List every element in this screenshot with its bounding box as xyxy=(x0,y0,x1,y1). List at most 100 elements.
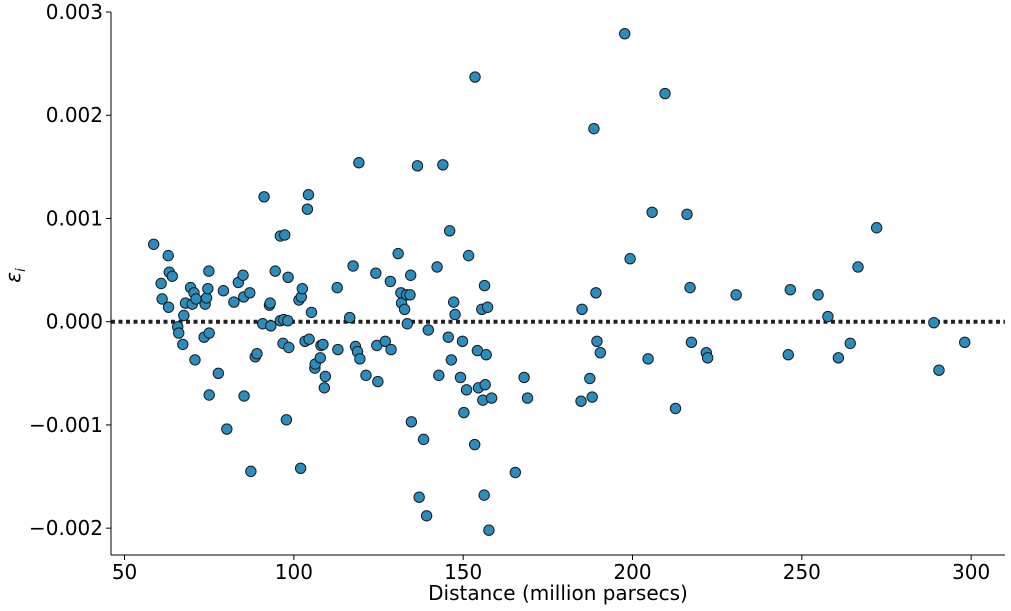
x-axis-ticks: 50 100 150 200 250 300 xyxy=(112,555,990,584)
data-point xyxy=(509,466,522,479)
data-point xyxy=(449,308,461,321)
data-point xyxy=(730,289,742,301)
data-point xyxy=(294,462,307,474)
data-point xyxy=(659,87,671,100)
data-point xyxy=(433,369,445,382)
data-point xyxy=(479,378,491,391)
data-point xyxy=(331,281,343,294)
data-point xyxy=(619,27,631,40)
data-point xyxy=(784,283,797,296)
x-tick-label: 100 xyxy=(275,560,313,584)
data-point xyxy=(162,249,174,262)
data-point xyxy=(203,265,215,277)
data-point xyxy=(481,301,494,313)
data-point xyxy=(203,327,215,339)
data-point xyxy=(305,306,318,319)
data-point xyxy=(156,293,168,305)
data-point xyxy=(238,390,250,402)
data-point xyxy=(684,281,696,294)
data-point xyxy=(265,320,277,332)
data-points xyxy=(147,27,971,536)
y-axis-title-base: ε xyxy=(1,272,25,283)
data-point xyxy=(166,270,178,282)
data-point xyxy=(245,465,257,478)
y-axis-ticks: −0.002 −0.001 0.000 0.001 0.002 0.003 xyxy=(29,0,111,540)
data-point xyxy=(228,296,240,308)
data-point xyxy=(422,324,435,336)
data-point xyxy=(575,395,587,407)
data-point xyxy=(405,416,418,428)
data-point xyxy=(385,343,397,356)
data-point xyxy=(478,279,491,292)
data-point xyxy=(852,261,864,273)
data-point xyxy=(584,372,596,385)
data-point xyxy=(392,247,404,260)
data-point xyxy=(237,269,249,281)
data-point xyxy=(269,265,281,277)
x-tick-label: 50 xyxy=(112,560,137,584)
data-point xyxy=(162,301,175,313)
data-point xyxy=(411,160,424,172)
data-point xyxy=(480,349,492,361)
data-point xyxy=(370,267,382,279)
data-point xyxy=(372,375,384,388)
data-point xyxy=(353,157,365,169)
data-point xyxy=(483,524,495,536)
data-point xyxy=(302,189,315,201)
data-point xyxy=(928,317,940,329)
data-point xyxy=(590,287,602,299)
data-point xyxy=(200,292,213,304)
y-tick-label: −0.002 xyxy=(29,516,103,540)
data-point xyxy=(282,271,294,284)
data-point xyxy=(458,406,470,419)
data-point xyxy=(445,354,458,366)
data-point xyxy=(669,402,682,415)
data-point xyxy=(217,285,230,297)
data-point xyxy=(591,335,603,348)
data-point xyxy=(155,277,167,290)
data-point xyxy=(812,289,824,301)
data-point xyxy=(442,331,454,343)
data-point xyxy=(301,203,314,215)
data-point xyxy=(681,208,693,221)
data-point xyxy=(624,253,636,265)
data-point xyxy=(398,303,411,316)
data-point xyxy=(685,336,698,349)
data-point xyxy=(264,297,276,309)
data-point xyxy=(959,336,971,349)
y-tick-label: 0.000 xyxy=(46,310,103,334)
data-point xyxy=(178,309,190,322)
data-point xyxy=(317,338,329,351)
data-point xyxy=(404,269,417,281)
data-point xyxy=(822,310,834,323)
data-point xyxy=(443,225,456,237)
data-point xyxy=(347,260,359,272)
data-point xyxy=(469,71,481,83)
data-point xyxy=(646,206,658,218)
data-point xyxy=(244,287,256,299)
data-point xyxy=(437,159,449,171)
data-point xyxy=(518,371,530,384)
data-point xyxy=(478,489,490,501)
data-point xyxy=(258,191,270,203)
data-point xyxy=(456,335,469,348)
data-point xyxy=(701,352,714,364)
data-point xyxy=(251,347,263,360)
y-tick-label: 0.001 xyxy=(46,206,103,230)
data-point xyxy=(173,327,185,339)
data-point xyxy=(417,433,430,446)
x-tick-label: 150 xyxy=(444,560,482,584)
data-point xyxy=(454,371,467,384)
data-point xyxy=(203,389,215,401)
data-point xyxy=(283,341,295,354)
data-point xyxy=(844,337,856,350)
data-point xyxy=(296,282,309,295)
x-axis-title: Distance (million parsecs) xyxy=(428,581,688,605)
y-tick-label: 0.002 xyxy=(46,103,103,127)
data-point xyxy=(319,370,332,383)
data-point xyxy=(460,384,473,396)
data-point xyxy=(314,352,326,364)
data-point xyxy=(354,353,366,365)
data-point xyxy=(448,296,460,308)
data-point xyxy=(344,311,356,324)
